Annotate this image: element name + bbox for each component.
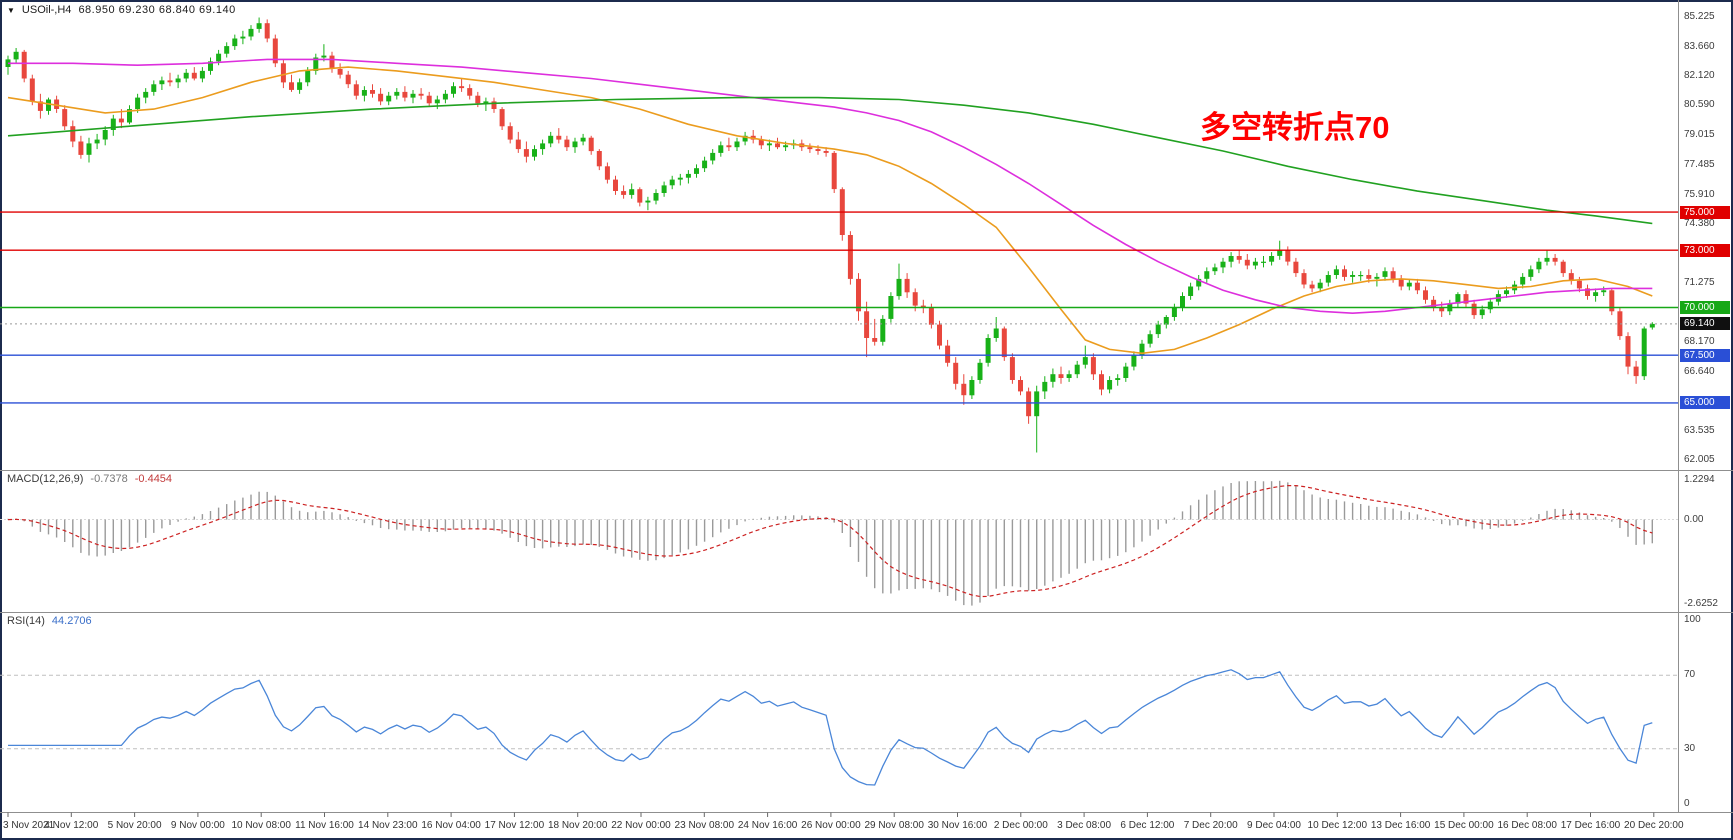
time-label: 9 Nov 00:00 bbox=[170, 820, 225, 831]
time-label: 9 Dec 04:00 bbox=[1247, 820, 1301, 831]
rsi-tick-label: 0 bbox=[1684, 798, 1690, 809]
chart-panes bbox=[0, 0, 1733, 817]
time-label: 24 Nov 16:00 bbox=[737, 820, 798, 831]
time-label: 10 Nov 08:00 bbox=[231, 820, 291, 831]
price-line-label: 67.500 bbox=[1680, 348, 1730, 362]
time-label: 4 Nov 12:00 bbox=[44, 820, 99, 831]
rsi-name: RSI(14) bbox=[7, 615, 45, 627]
time-label: 7 Dec 20:00 bbox=[1183, 820, 1238, 831]
price-tick-label: 75.910 bbox=[1684, 188, 1715, 200]
time-label: 15 Dec 00:00 bbox=[1434, 820, 1494, 831]
rsi-value: 44.2706 bbox=[51, 615, 92, 627]
symbol-title: USOil-,H4 bbox=[21, 4, 72, 16]
time-label: 6 Dec 12:00 bbox=[1120, 820, 1175, 831]
macd-main-value: -0.7378 bbox=[90, 473, 128, 485]
time-label: 23 Nov 08:00 bbox=[674, 820, 735, 831]
time-label: 22 Nov 00:00 bbox=[611, 820, 671, 831]
chart-annotation-text: 多空转折点70 bbox=[1200, 110, 1390, 145]
symbol-dropdown-icon[interactable]: ▼ bbox=[7, 5, 15, 15]
symbol-bar: ▼ USOil-,H4 68.950 69.230 68.840 69.140 bbox=[7, 4, 236, 16]
time-label: 10 Dec 12:00 bbox=[1307, 820, 1368, 831]
ma-line-slow-green bbox=[7, 96, 1653, 225]
time-label: 16 Dec 08:00 bbox=[1497, 820, 1557, 831]
time-label: 13 Dec 16:00 bbox=[1370, 820, 1431, 831]
price-tick-label: 66.640 bbox=[1684, 365, 1715, 377]
price-line-label: 75.000 bbox=[1680, 205, 1730, 219]
price-tick-label: 68.170 bbox=[1684, 336, 1715, 348]
price-tick-label: 82.120 bbox=[1684, 70, 1715, 82]
time-label: 20 Dec 20:00 bbox=[1624, 820, 1684, 831]
ma-line-medium-magenta bbox=[8, 58, 1653, 315]
rsi-tick-label: 70 bbox=[1684, 669, 1696, 681]
price-line-label: 70.000 bbox=[1680, 300, 1730, 314]
time-label: 26 Nov 00:00 bbox=[801, 820, 861, 831]
macd-indicator-label: MACD(12,26,9) -0.7378 -0.4454 bbox=[7, 473, 172, 485]
price-tick-label: 71.275 bbox=[1684, 277, 1715, 289]
macd-tick-label: 1.2294 bbox=[1684, 474, 1715, 485]
time-label: 16 Nov 04:00 bbox=[421, 820, 481, 831]
price-line-label: 65.000 bbox=[1680, 396, 1730, 410]
macd-tick-label: 0.00 bbox=[1684, 513, 1704, 525]
rsi-tick-label: 100 bbox=[1684, 614, 1701, 625]
axes-frame bbox=[0, 0, 1733, 817]
symbol-ohlc-quote: 68.950 69.230 68.840 69.140 bbox=[78, 4, 236, 16]
time-label: 17 Nov 12:00 bbox=[484, 820, 545, 831]
price-tick-label: 79.015 bbox=[1684, 129, 1715, 141]
time-label: 30 Nov 16:00 bbox=[927, 820, 988, 831]
macd-name: MACD(12,26,9) bbox=[7, 473, 84, 485]
price-tick-label: 77.485 bbox=[1684, 158, 1715, 170]
macd-signal-line bbox=[7, 485, 1653, 598]
price-tick-label: 74.380 bbox=[1684, 217, 1715, 229]
time-label: 2 Dec 00:00 bbox=[993, 820, 1048, 831]
price-tick-label: 85.225 bbox=[1684, 11, 1715, 22]
current-price-label: 69.140 bbox=[1680, 317, 1730, 331]
ma-line-fast-orange bbox=[7, 66, 1653, 355]
price-tick-label: 80.590 bbox=[1684, 99, 1715, 111]
time-label: 17 Dec 16:00 bbox=[1560, 820, 1621, 831]
time-label: 3 Nov 2021 bbox=[3, 820, 55, 831]
rsi-indicator-label: RSI(14) 44.2706 bbox=[7, 615, 92, 627]
price-tick-label: 62.005 bbox=[1684, 454, 1715, 465]
time-label: 3 Dec 08:00 bbox=[1057, 820, 1112, 831]
price-tick-label: 83.660 bbox=[1684, 40, 1715, 52]
time-label: 11 Nov 16:00 bbox=[295, 820, 354, 831]
time-label: 14 Nov 23:00 bbox=[358, 820, 418, 831]
macd-signal-value: -0.4454 bbox=[134, 473, 173, 485]
time-label: 5 Nov 20:00 bbox=[107, 820, 162, 831]
time-label: 18 Nov 20:00 bbox=[547, 820, 608, 831]
price-tick-label: 63.535 bbox=[1684, 424, 1715, 436]
price-line-label: 73.000 bbox=[1680, 243, 1730, 257]
time-label: 29 Nov 08:00 bbox=[864, 820, 924, 831]
macd-tick-label: -2.6252 bbox=[1684, 598, 1718, 609]
rsi-tick-label: 30 bbox=[1684, 742, 1696, 754]
rsi-line bbox=[8, 669, 1653, 786]
